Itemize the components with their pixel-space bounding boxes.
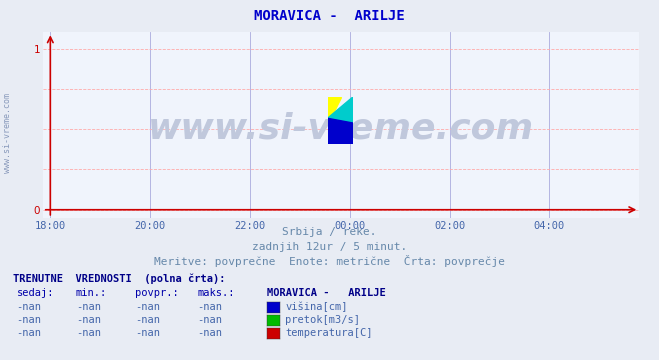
Text: sedaj:: sedaj:	[16, 288, 54, 298]
Text: -nan: -nan	[198, 302, 223, 312]
Text: Srbija / reke.: Srbija / reke.	[282, 227, 377, 237]
Text: -nan: -nan	[135, 302, 160, 312]
Text: -nan: -nan	[76, 328, 101, 338]
Text: pretok[m3/s]: pretok[m3/s]	[285, 315, 360, 325]
Text: -nan: -nan	[16, 328, 42, 338]
Text: višina[cm]: višina[cm]	[285, 302, 348, 312]
Text: zadnjih 12ur / 5 minut.: zadnjih 12ur / 5 minut.	[252, 242, 407, 252]
Text: -nan: -nan	[198, 328, 223, 338]
Polygon shape	[328, 97, 353, 144]
Text: Meritve: povprečne  Enote: metrične  Črta: povprečje: Meritve: povprečne Enote: metrične Črta:…	[154, 255, 505, 267]
Text: min.:: min.:	[76, 288, 107, 298]
Text: -nan: -nan	[76, 315, 101, 325]
Polygon shape	[328, 118, 353, 144]
Text: -nan: -nan	[16, 302, 42, 312]
Text: povpr.:: povpr.:	[135, 288, 179, 298]
Text: -nan: -nan	[135, 315, 160, 325]
Text: www.si-vreme.com: www.si-vreme.com	[148, 112, 534, 146]
Polygon shape	[328, 97, 341, 123]
Text: TRENUTNE  VREDNOSTI  (polna črta):: TRENUTNE VREDNOSTI (polna črta):	[13, 274, 225, 284]
Text: www.si-vreme.com: www.si-vreme.com	[3, 93, 13, 173]
Text: maks.:: maks.:	[198, 288, 235, 298]
Text: MORAVICA -   ARILJE: MORAVICA - ARILJE	[267, 288, 386, 298]
Text: -nan: -nan	[76, 302, 101, 312]
Text: -nan: -nan	[16, 315, 42, 325]
Text: -nan: -nan	[198, 315, 223, 325]
Text: temperatura[C]: temperatura[C]	[285, 328, 373, 338]
Text: -nan: -nan	[135, 328, 160, 338]
Text: MORAVICA -  ARILJE: MORAVICA - ARILJE	[254, 9, 405, 23]
